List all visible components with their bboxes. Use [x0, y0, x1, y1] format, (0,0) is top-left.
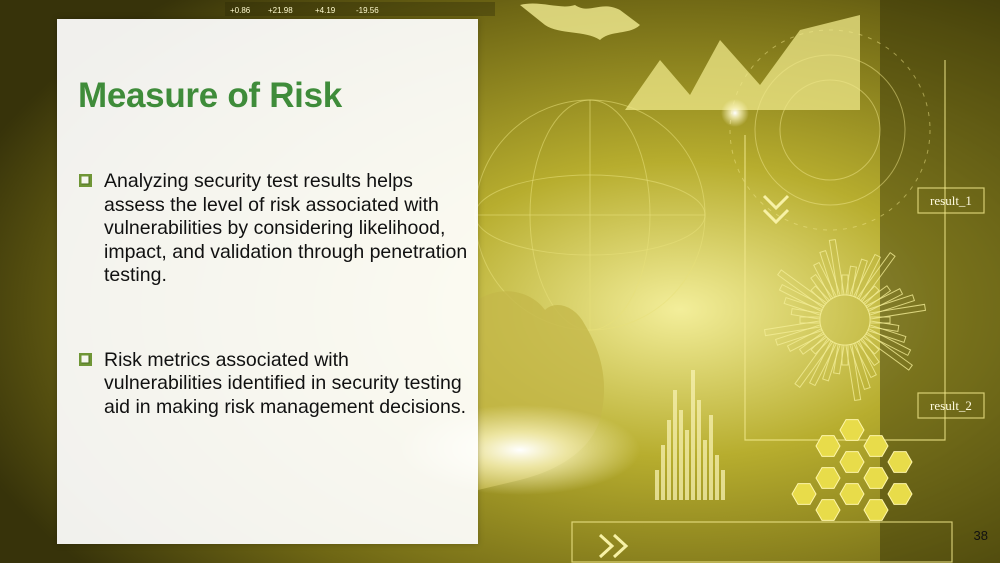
chevrons-down-icon: [762, 194, 790, 225]
bullet-text: Risk metrics associated with vulnerabili…: [104, 348, 467, 418]
page-number: 38: [973, 528, 988, 543]
ticker-values: +0.86 +21.98 +4.19 -19.56: [230, 6, 379, 15]
hexagon-cluster-graphic: [791, 419, 913, 521]
content-panel: [57, 19, 478, 544]
bullet-item-1: Analyzing security test results helps as…: [78, 170, 470, 288]
slide-title: Measure of Risk: [78, 76, 342, 115]
bullet-list: Analyzing security test results helps as…: [78, 170, 470, 419]
ticker-value: -19.56: [356, 6, 379, 15]
ticker-value: +21.98: [268, 6, 293, 15]
radial-burst-graphic: [763, 238, 927, 402]
world-map-graphic: [520, 3, 640, 40]
mountain-chart-graphic: [625, 15, 860, 110]
bar-spikes-graphic: [655, 370, 725, 500]
ticker-value: +0.86: [230, 6, 251, 15]
hollow-square-bullet-icon: [79, 174, 92, 187]
hollow-square-bullet-icon: [79, 352, 92, 366]
chevrons-right-icon: [598, 533, 629, 559]
result-label-2: result_2: [930, 398, 972, 413]
ticker-value: +4.19: [315, 6, 336, 15]
result-label-1: result_1: [930, 193, 972, 208]
bullet-text: Analyzing security test results helps as…: [104, 170, 468, 286]
ticker-strip: [225, 2, 495, 16]
bullet-item-2: Risk metrics associated with vulnerabili…: [78, 349, 470, 420]
